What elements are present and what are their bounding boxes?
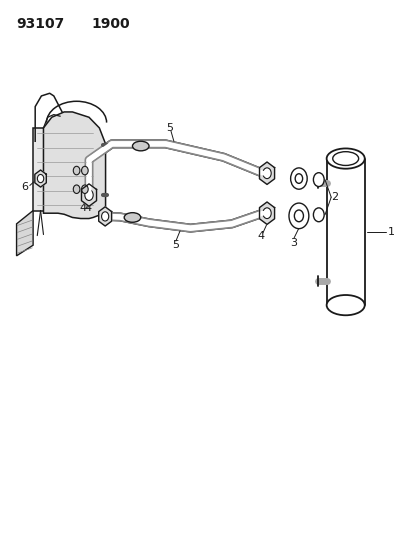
Text: 2: 2 xyxy=(330,192,337,202)
Ellipse shape xyxy=(326,149,364,169)
Circle shape xyxy=(262,208,271,219)
Circle shape xyxy=(37,174,44,183)
Circle shape xyxy=(73,185,80,193)
Circle shape xyxy=(81,166,88,175)
Circle shape xyxy=(313,173,323,187)
Circle shape xyxy=(101,212,109,221)
Polygon shape xyxy=(259,202,274,224)
Polygon shape xyxy=(259,162,274,184)
Text: 6: 6 xyxy=(21,182,28,191)
Text: 4: 4 xyxy=(84,203,91,213)
Text: 1: 1 xyxy=(387,227,394,237)
Circle shape xyxy=(313,208,323,222)
Circle shape xyxy=(81,185,88,193)
Ellipse shape xyxy=(326,295,364,316)
Polygon shape xyxy=(81,184,96,206)
Text: 5: 5 xyxy=(172,240,179,250)
Text: 4: 4 xyxy=(79,203,86,213)
Text: 4: 4 xyxy=(256,231,264,241)
Polygon shape xyxy=(43,112,105,219)
Circle shape xyxy=(294,210,303,222)
Ellipse shape xyxy=(132,141,149,151)
Circle shape xyxy=(262,168,271,179)
Text: 1900: 1900 xyxy=(91,17,129,31)
Polygon shape xyxy=(17,211,33,256)
Circle shape xyxy=(288,203,308,229)
Circle shape xyxy=(85,190,93,200)
Polygon shape xyxy=(98,207,112,226)
Text: 5: 5 xyxy=(166,123,173,133)
Polygon shape xyxy=(35,170,46,187)
Circle shape xyxy=(73,166,80,175)
Bar xyxy=(33,128,97,211)
Circle shape xyxy=(290,168,306,189)
Text: 93107: 93107 xyxy=(17,17,65,31)
Circle shape xyxy=(294,174,302,183)
Text: 3: 3 xyxy=(290,238,297,247)
Ellipse shape xyxy=(124,213,140,222)
